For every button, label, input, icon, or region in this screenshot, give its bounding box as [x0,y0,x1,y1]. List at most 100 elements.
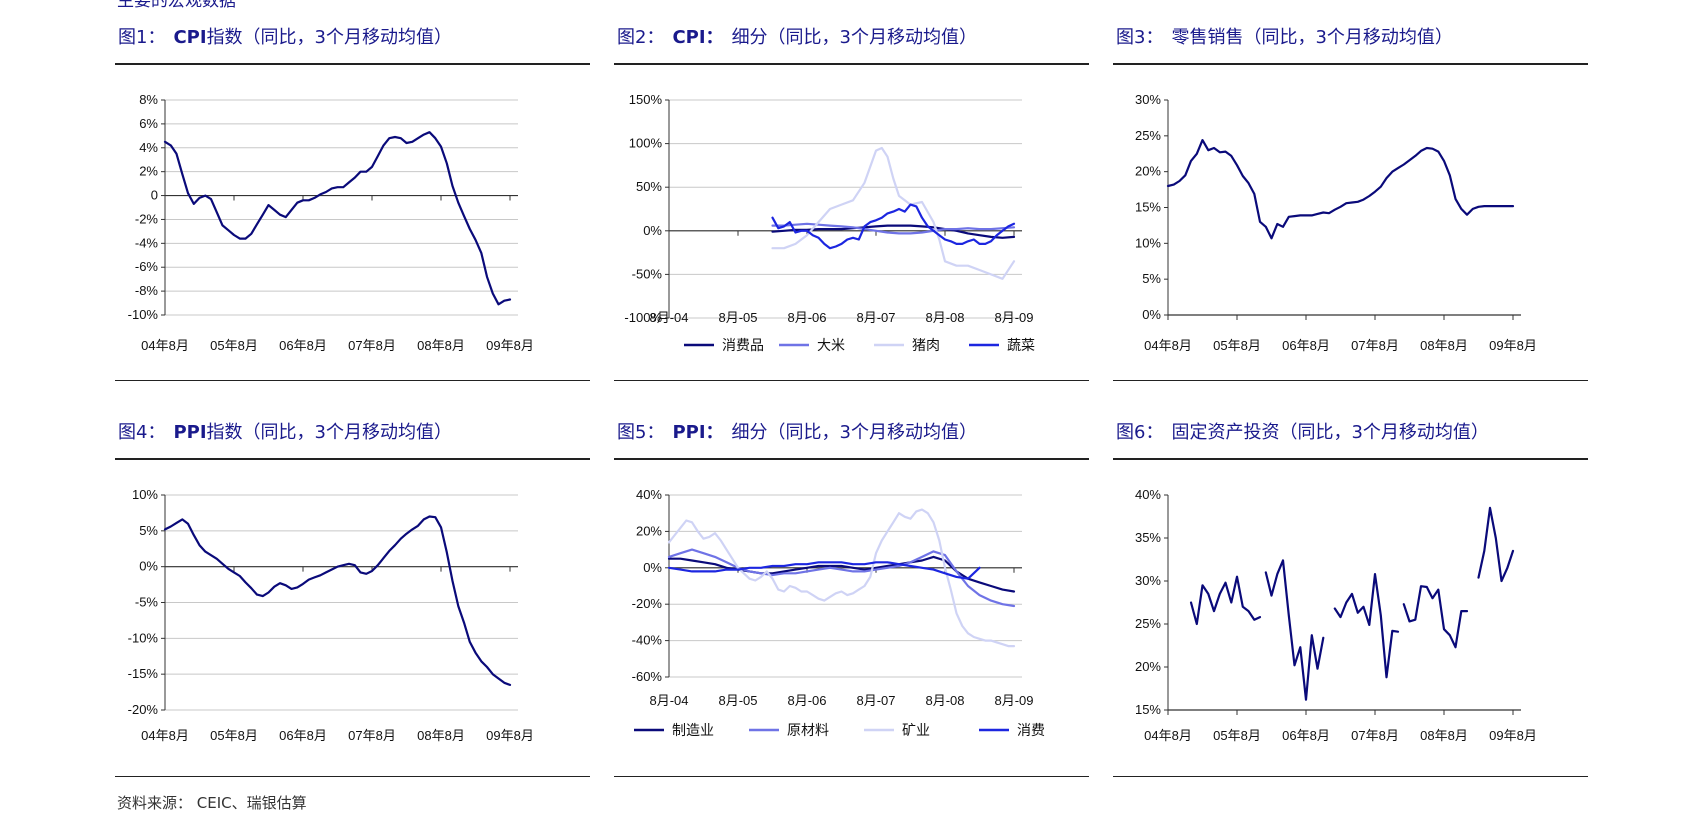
x-tick-label: 06年8月 [1282,728,1330,743]
figure-4-title: 图4： PPI指数（同比，3个月移动均值） [118,418,452,444]
legend-label: 消费 [1017,723,1045,739]
figure-2-top-rule [614,63,1089,65]
y-tick-label: 8% [139,92,158,107]
x-tick-label: 8月-06 [787,693,826,708]
figure-5-chart: 40% 20% 0% -20% -40% -60% 8月-04 8月-05 8月-06 8月-07… [632,487,1045,739]
figure-5-title: 图5： PPI： 细分（同比，3个月移动均值） [617,418,977,444]
figure-1-panel: 图1： CPI指数（同比，3个月移动均值） 8% 6% 4% 2% 0 -2% -4% -6% -… [115,20,590,381]
series-line-2 [771,222,1016,235]
y-tick-label: 0 [151,188,158,203]
x-tick-label: 8月-06 [787,310,826,325]
x-tick-label: 09年8月 [1489,728,1537,743]
figure-4-chart: 10% 5% 0% -5% -10% -15% -20% 04年8月 05年8月 06年8月 07年… [128,487,534,743]
y-tick-label: 10% [132,487,158,502]
y-tick-label: 6% [139,116,158,131]
figure-5-top-rule [614,458,1089,460]
y-tick-label: 15% [1135,200,1161,215]
y-tick-label: 5% [139,523,158,538]
x-tick-label: 06年8月 [279,728,327,743]
x-tick-label: 8月-05 [718,693,757,708]
x-tick-label: 04年8月 [1144,728,1192,743]
series-line [163,515,512,686]
y-tick-label: 2% [139,164,158,179]
y-tick-label: 25% [1135,616,1161,631]
legend-label: 大米 [817,338,845,354]
series-line-4 [667,561,981,580]
y-tick-label: -50% [632,266,663,281]
x-tick-label: 05年8月 [210,338,258,353]
figure-1-title: 图1： CPI指数（同比，3个月移动均值） [118,23,452,49]
x-tick-label: 09年8月 [486,728,534,743]
series-line-3 [667,508,1016,648]
figure-4-panel: 图4： PPI指数（同比，3个月移动均值） 10% 5% 0% -5% -10% -15% -… [115,415,590,777]
x-tick-label: 8月-09 [994,310,1033,325]
figure-6-bottom-rule [1113,776,1588,777]
y-tick-label: 50% [636,179,662,194]
figure-1-title-main: CPI [173,27,207,48]
y-tick-label: -100% [624,310,662,325]
y-tick-label: 150% [629,92,663,107]
series-line-4 [771,203,1016,250]
series-line-3 [771,146,1016,280]
figure-4-title-prefix: 图4： [118,422,166,443]
legend-label: 制造业 [672,723,714,739]
y-tick-label: 20% [636,523,662,538]
y-tick-label: 0% [1142,307,1161,322]
figure-2-panel: 图2： CPI： 细分（同比，3个月移动均值） 150% 100% 50% 0% -50% -… [614,20,1089,381]
x-tick-label: 09年8月 [1489,338,1537,353]
figure-1-chart: 8% 6% 4% 2% 0 -2% -4% -6% -8% -10% 04年8月 05年8月 06年8月… [128,92,534,353]
x-tick-label: 06年8月 [1282,338,1330,353]
series-line-segment-3 [1333,573,1400,679]
x-tick-label: 8月-07 [856,693,895,708]
x-tick-label: 8月-08 [925,693,964,708]
y-tick-label: 40% [636,487,662,502]
figure-5-bottom-rule [614,776,1089,777]
x-tick-label: 05年8月 [1213,338,1261,353]
figure-6-title-rest: 固定资产投资（同比，3个月移动均值） [1171,422,1489,443]
figure-3-top-rule [1113,63,1588,65]
figure-4-bottom-rule [115,776,590,777]
figure-2-title-main: CPI： [672,27,724,48]
y-tick-label: -5% [135,595,159,610]
figure-4-top-rule [115,458,590,460]
series-line-segment-2 [1264,559,1325,701]
figure-6-title-prefix: 图6： [1116,422,1164,443]
x-tick-label: 8月-04 [649,693,688,708]
x-tick-label: 05年8月 [1213,728,1261,743]
figure-6-title: 图6： 固定资产投资（同比，3个月移动均值） [1116,418,1489,444]
x-tick-label: 09年8月 [486,338,534,353]
figure-3-title: 图3： 零售销售（同比，3个月移动均值） [1116,23,1453,49]
x-tick-label: 08年8月 [1420,338,1468,353]
figure-4-title-main: PPI [173,422,207,443]
series-line [163,131,512,306]
y-tick-label: -20% [128,702,159,717]
y-tick-label: -10% [128,630,159,645]
y-tick-label: -8% [135,283,159,298]
y-tick-label: 25% [1135,128,1161,143]
x-tick-label: 07年8月 [1351,728,1399,743]
y-tick-label: -20% [632,596,663,611]
y-tick-label: 30% [1135,92,1161,107]
y-tick-label: -60% [632,669,663,684]
figure-1-title-prefix: 图1： [118,27,166,48]
x-tick-label: 8月-07 [856,310,895,325]
x-tick-label: 8月-05 [718,310,757,325]
y-tick-label: -2% [135,211,159,226]
figure-3-title-prefix: 图3： [1116,27,1164,48]
y-tick-label: -15% [128,666,159,681]
x-tick-label: 8月-08 [925,310,964,325]
figure-2-title: 图2： CPI： 细分（同比，3个月移动均值） [617,23,977,49]
figure-6-top-rule [1113,458,1588,460]
y-tick-label: 15% [1135,702,1161,717]
figure-2-chart: 150% 100% 50% 0% -50% -100%8月-04 8月-05 8月-06 8月-… [624,92,1035,354]
y-tick-label: -10% [128,307,159,322]
x-tick-label: 05年8月 [210,728,258,743]
legend-label: 猪肉 [912,338,940,354]
x-tick-label: 06年8月 [279,338,327,353]
series-line-segment-5 [1477,506,1515,583]
x-tick-label: 08年8月 [1420,728,1468,743]
y-tick-label: 10% [1135,235,1161,250]
x-tick-label: 04年8月 [141,338,189,353]
x-tick-label: 8月-04 [649,310,688,325]
y-tick-label: -4% [135,235,159,250]
